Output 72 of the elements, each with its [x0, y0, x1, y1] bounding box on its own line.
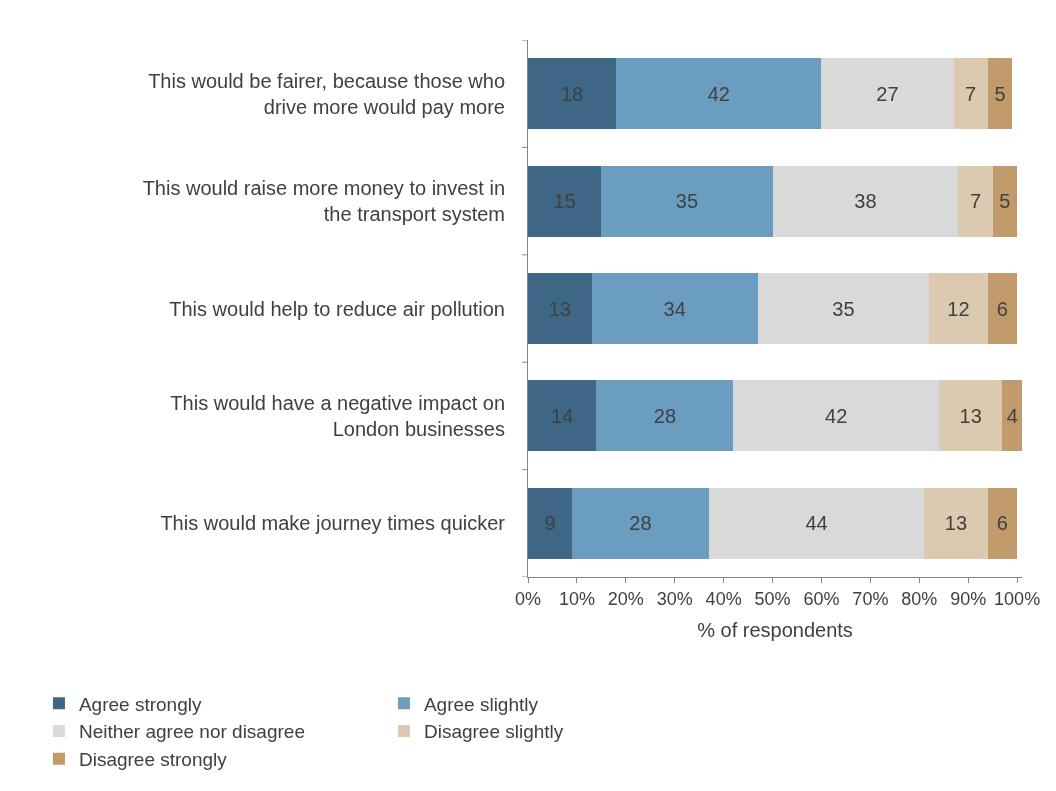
- data-label: 42: [825, 404, 848, 427]
- bar: [528, 165, 602, 237]
- data-label: 35: [675, 190, 699, 213]
- legend-label: Disagree slightly: [423, 721, 564, 743]
- y-tick-label: This would be fairer, because those who drive more would pay more: [148, 69, 505, 118]
- bar: [953, 58, 988, 130]
- data-label: 27: [876, 82, 899, 105]
- data-label: 34: [663, 297, 686, 320]
- y-tick-label: This would raise more money to invest in the transport system: [142, 177, 505, 226]
- bar: [938, 380, 1003, 452]
- bar: [821, 58, 954, 130]
- bar: [992, 165, 1018, 237]
- bar: [987, 58, 1013, 130]
- bar: [772, 165, 959, 237]
- x-tick-label: 40%: [705, 588, 742, 609]
- bar: [528, 58, 617, 130]
- data-label: 18: [560, 82, 584, 105]
- y-tick-label: This would make journey times quicker: [160, 512, 506, 535]
- bar: [958, 165, 993, 237]
- data-label: 15: [553, 190, 576, 213]
- data-label: 38: [854, 190, 877, 213]
- x-tick-label: 20%: [607, 588, 644, 609]
- bar: [591, 273, 758, 344]
- x-tick-label: 100%: [994, 588, 1041, 609]
- x-tick-label: 60%: [803, 588, 840, 609]
- legend-label: Agree strongly: [78, 693, 202, 715]
- data-label: 14: [551, 404, 574, 427]
- bar: [596, 380, 734, 452]
- x-tick-label: 70%: [852, 588, 889, 609]
- bar: [528, 380, 597, 452]
- data-label: 12: [947, 297, 970, 320]
- data-label: 13: [548, 297, 571, 320]
- data-label: 7: [965, 82, 977, 105]
- data-label: 6: [996, 297, 1008, 320]
- data-label: 6: [996, 512, 1008, 535]
- x-tick-label: 90%: [950, 588, 987, 609]
- legend-label: Agree slightly: [423, 693, 539, 715]
- bar: [572, 487, 709, 559]
- data-label: 35: [832, 297, 855, 320]
- data-label: 42: [707, 82, 730, 105]
- x-tick-label: 50%: [754, 588, 791, 609]
- x-tick-label: 30%: [656, 588, 693, 609]
- bar: [733, 380, 939, 452]
- bar: [987, 273, 1018, 344]
- bar: [528, 487, 573, 559]
- bar: [929, 273, 988, 344]
- bar: [601, 165, 773, 237]
- bar: [1002, 380, 1022, 452]
- y-tick-label: This would help to reduce air pollution: [169, 297, 505, 320]
- data-label: 9: [544, 512, 556, 535]
- bar: [924, 487, 988, 559]
- data-label: 5: [999, 190, 1011, 213]
- legend-label: Neither agree nor disagree: [78, 721, 305, 743]
- x-tick-label: 10%: [558, 588, 595, 609]
- data-label: 5: [994, 82, 1006, 105]
- data-label: 28: [653, 404, 677, 427]
- legend-label: Disagree strongly: [78, 749, 228, 771]
- data-label: 13: [944, 512, 968, 535]
- bar: [757, 273, 930, 344]
- bar: [528, 273, 592, 344]
- data-label: 7: [969, 190, 982, 213]
- y-tick-label: This would have a negative impact on London businesses: [170, 391, 505, 440]
- data-label: 44: [805, 512, 828, 535]
- bar: [616, 58, 822, 130]
- x-tick-label: 0%: [514, 588, 542, 609]
- data-label: 4: [1006, 404, 1018, 427]
- x-axis-title: % of respondents: [697, 619, 853, 642]
- bar: [708, 487, 925, 559]
- data-label: 13: [959, 404, 982, 427]
- x-tick-label: 80%: [901, 588, 938, 609]
- bar: [987, 487, 1018, 559]
- data-label: 28: [629, 512, 652, 535]
